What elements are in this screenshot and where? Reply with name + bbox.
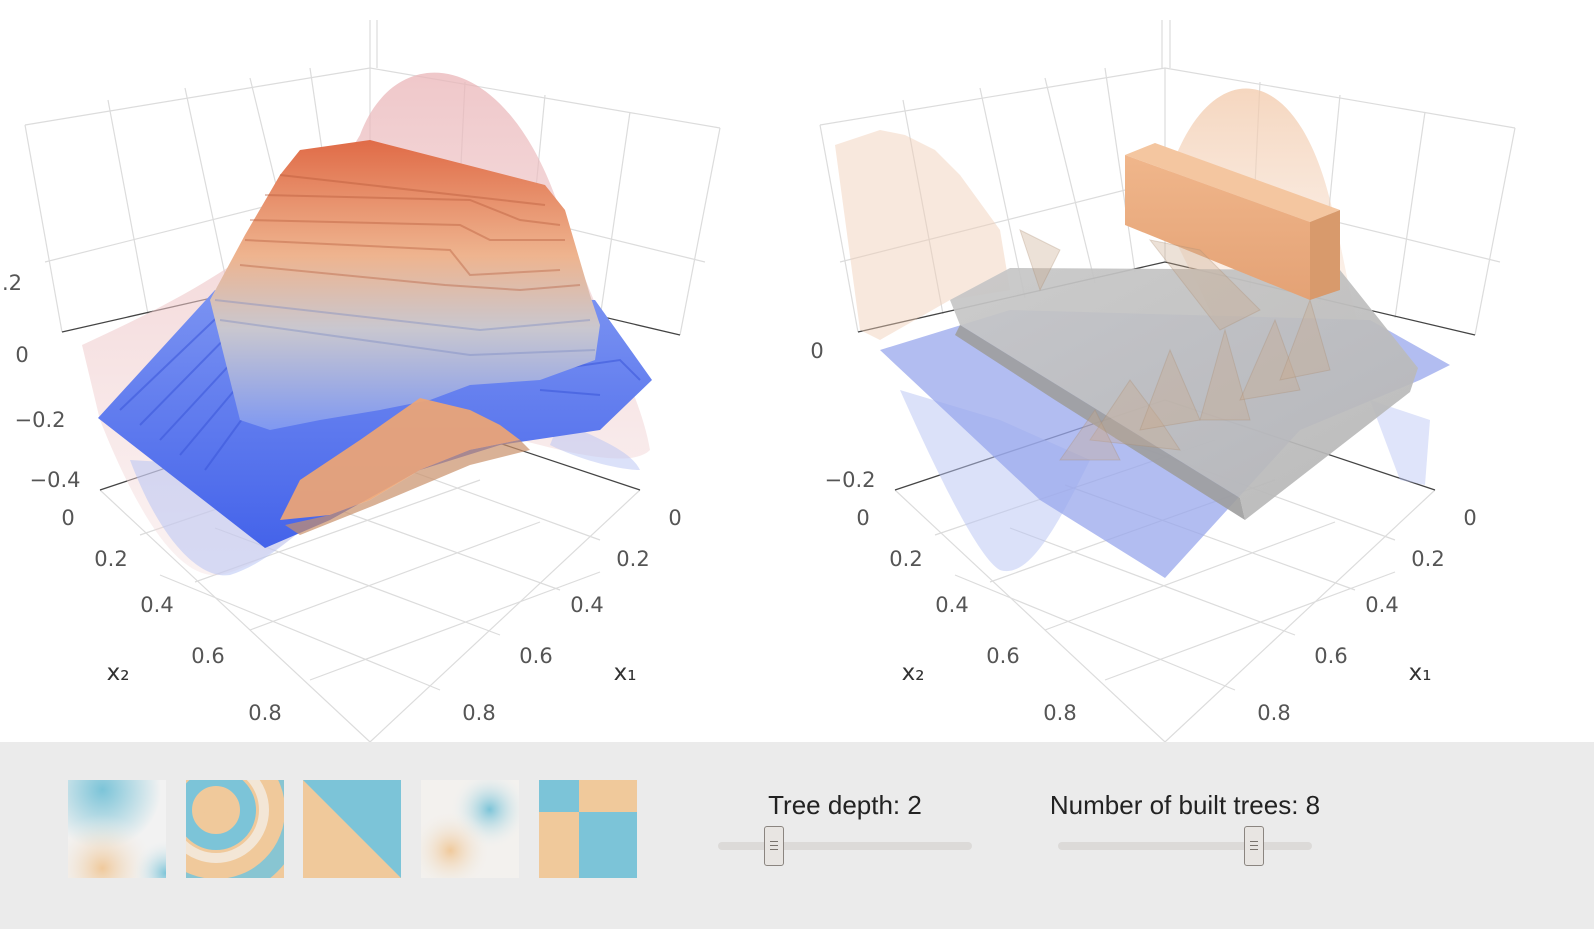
left-stepped-peak bbox=[210, 140, 600, 430]
left-z-tick-0: .2 bbox=[2, 271, 22, 295]
tree-depth-track[interactable] bbox=[718, 842, 972, 850]
right-x1-tick-1: 0.2 bbox=[1411, 547, 1444, 571]
right-box-front bbox=[1125, 155, 1310, 300]
thumb-gaussian-blobs[interactable] bbox=[421, 780, 519, 878]
right-x2-tick-1: 0.2 bbox=[889, 547, 922, 571]
right-x1-tick-3: 0.6 bbox=[1314, 644, 1347, 668]
left-peak-steps bbox=[239, 174, 581, 292]
right-x2-tick-0: 0 bbox=[856, 506, 869, 530]
left-x2-tick-1: 0.2 bbox=[94, 547, 127, 571]
left-x1-tick-0: 0 bbox=[668, 506, 681, 530]
tree-depth-label: Tree depth: 2 bbox=[768, 790, 922, 820]
left-z-tick-1: 0 bbox=[15, 343, 28, 367]
left-x1-tick-2: 0.4 bbox=[570, 593, 603, 617]
left-z-tick-3: −0.4 bbox=[30, 468, 81, 492]
left-peak-lower-steps bbox=[214, 299, 596, 357]
left-x2-tick-4: 0.8 bbox=[248, 701, 281, 725]
plots-area: .2 0 −0.2 −0.4 0 0.2 0.4 0.6 0.8 0 0.2 0… bbox=[2, 20, 1516, 742]
right-z-tick-1: −0.2 bbox=[825, 468, 876, 492]
left-front-ridge-shade bbox=[285, 440, 530, 535]
thumb-diagonal-split[interactable] bbox=[303, 780, 401, 878]
left-x2-tick-3: 0.6 bbox=[191, 644, 224, 668]
num-trees-label: Number of built trees: 8 bbox=[1049, 790, 1321, 820]
right-blue-dip bbox=[900, 390, 1090, 572]
left-z-tick-2: −0.2 bbox=[15, 408, 66, 432]
control-panel: Tree depth: 2 Number of built trees: 8 bbox=[0, 723, 1594, 929]
thumb-product-pattern[interactable] bbox=[68, 780, 166, 878]
left-x1-tick-3: 0.6 bbox=[519, 644, 552, 668]
left-x2-tick-2: 0.4 bbox=[140, 593, 173, 617]
right-box-top bbox=[1125, 143, 1340, 222]
right-residual-shards bbox=[1019, 229, 1331, 461]
right-blue-dip-right bbox=[1370, 400, 1430, 485]
right-peach-wall bbox=[835, 130, 1010, 340]
left-x1-tick-1: 0.2 bbox=[616, 547, 649, 571]
right-gray-step bbox=[955, 325, 1245, 520]
plots-svg: .2 0 −0.2 −0.4 0 0.2 0.4 0.6 0.8 0 0.2 0… bbox=[2, 20, 1516, 742]
right-x2-axis-label: x₂ bbox=[902, 660, 925, 686]
num-trees-handle[interactable] bbox=[1244, 826, 1264, 866]
left-x2-tick-0: 0 bbox=[61, 506, 74, 530]
right-box-side bbox=[1310, 210, 1340, 300]
right-x2-tick-4: 0.8 bbox=[1043, 701, 1076, 725]
num-trees-track[interactable] bbox=[1058, 842, 1312, 850]
right-ticks: 0 −0.2 0 0.2 0.4 0.6 0.8 0 0.2 0.4 0.6 0… bbox=[810, 339, 1476, 725]
left-x1-tick-4: 0.8 bbox=[462, 701, 495, 725]
right-x1-tick-4: 0.8 bbox=[1257, 701, 1290, 725]
right-x1-tick-2: 0.4 bbox=[1365, 593, 1398, 617]
tree-depth-handle[interactable] bbox=[764, 826, 784, 866]
thumb-rings-pattern[interactable] bbox=[129, 723, 303, 897]
right-x1-axis-label: x₁ bbox=[1409, 660, 1432, 686]
right-x2-tick-3: 0.6 bbox=[986, 644, 1019, 668]
right-z-tick-0: 0 bbox=[810, 339, 823, 363]
right-gray-plateau bbox=[950, 268, 1418, 520]
right-x2-tick-2: 0.4 bbox=[935, 593, 968, 617]
thumb-checkerboard[interactable] bbox=[539, 780, 637, 878]
right-plot: 0 −0.2 0 0.2 0.4 0.6 0.8 0 0.2 0.4 0.6 0… bbox=[810, 20, 1516, 742]
right-x1-tick-0: 0 bbox=[1463, 506, 1476, 530]
left-plot: .2 0 −0.2 −0.4 0 0.2 0.4 0.6 0.8 0 0.2 0… bbox=[2, 20, 721, 742]
left-x2-axis-label: x₂ bbox=[107, 660, 130, 686]
left-ticks: .2 0 −0.2 −0.4 0 0.2 0.4 0.6 0.8 0 0.2 0… bbox=[2, 271, 682, 725]
left-x1-axis-label: x₁ bbox=[614, 660, 637, 686]
left-front-ridge bbox=[280, 398, 520, 520]
